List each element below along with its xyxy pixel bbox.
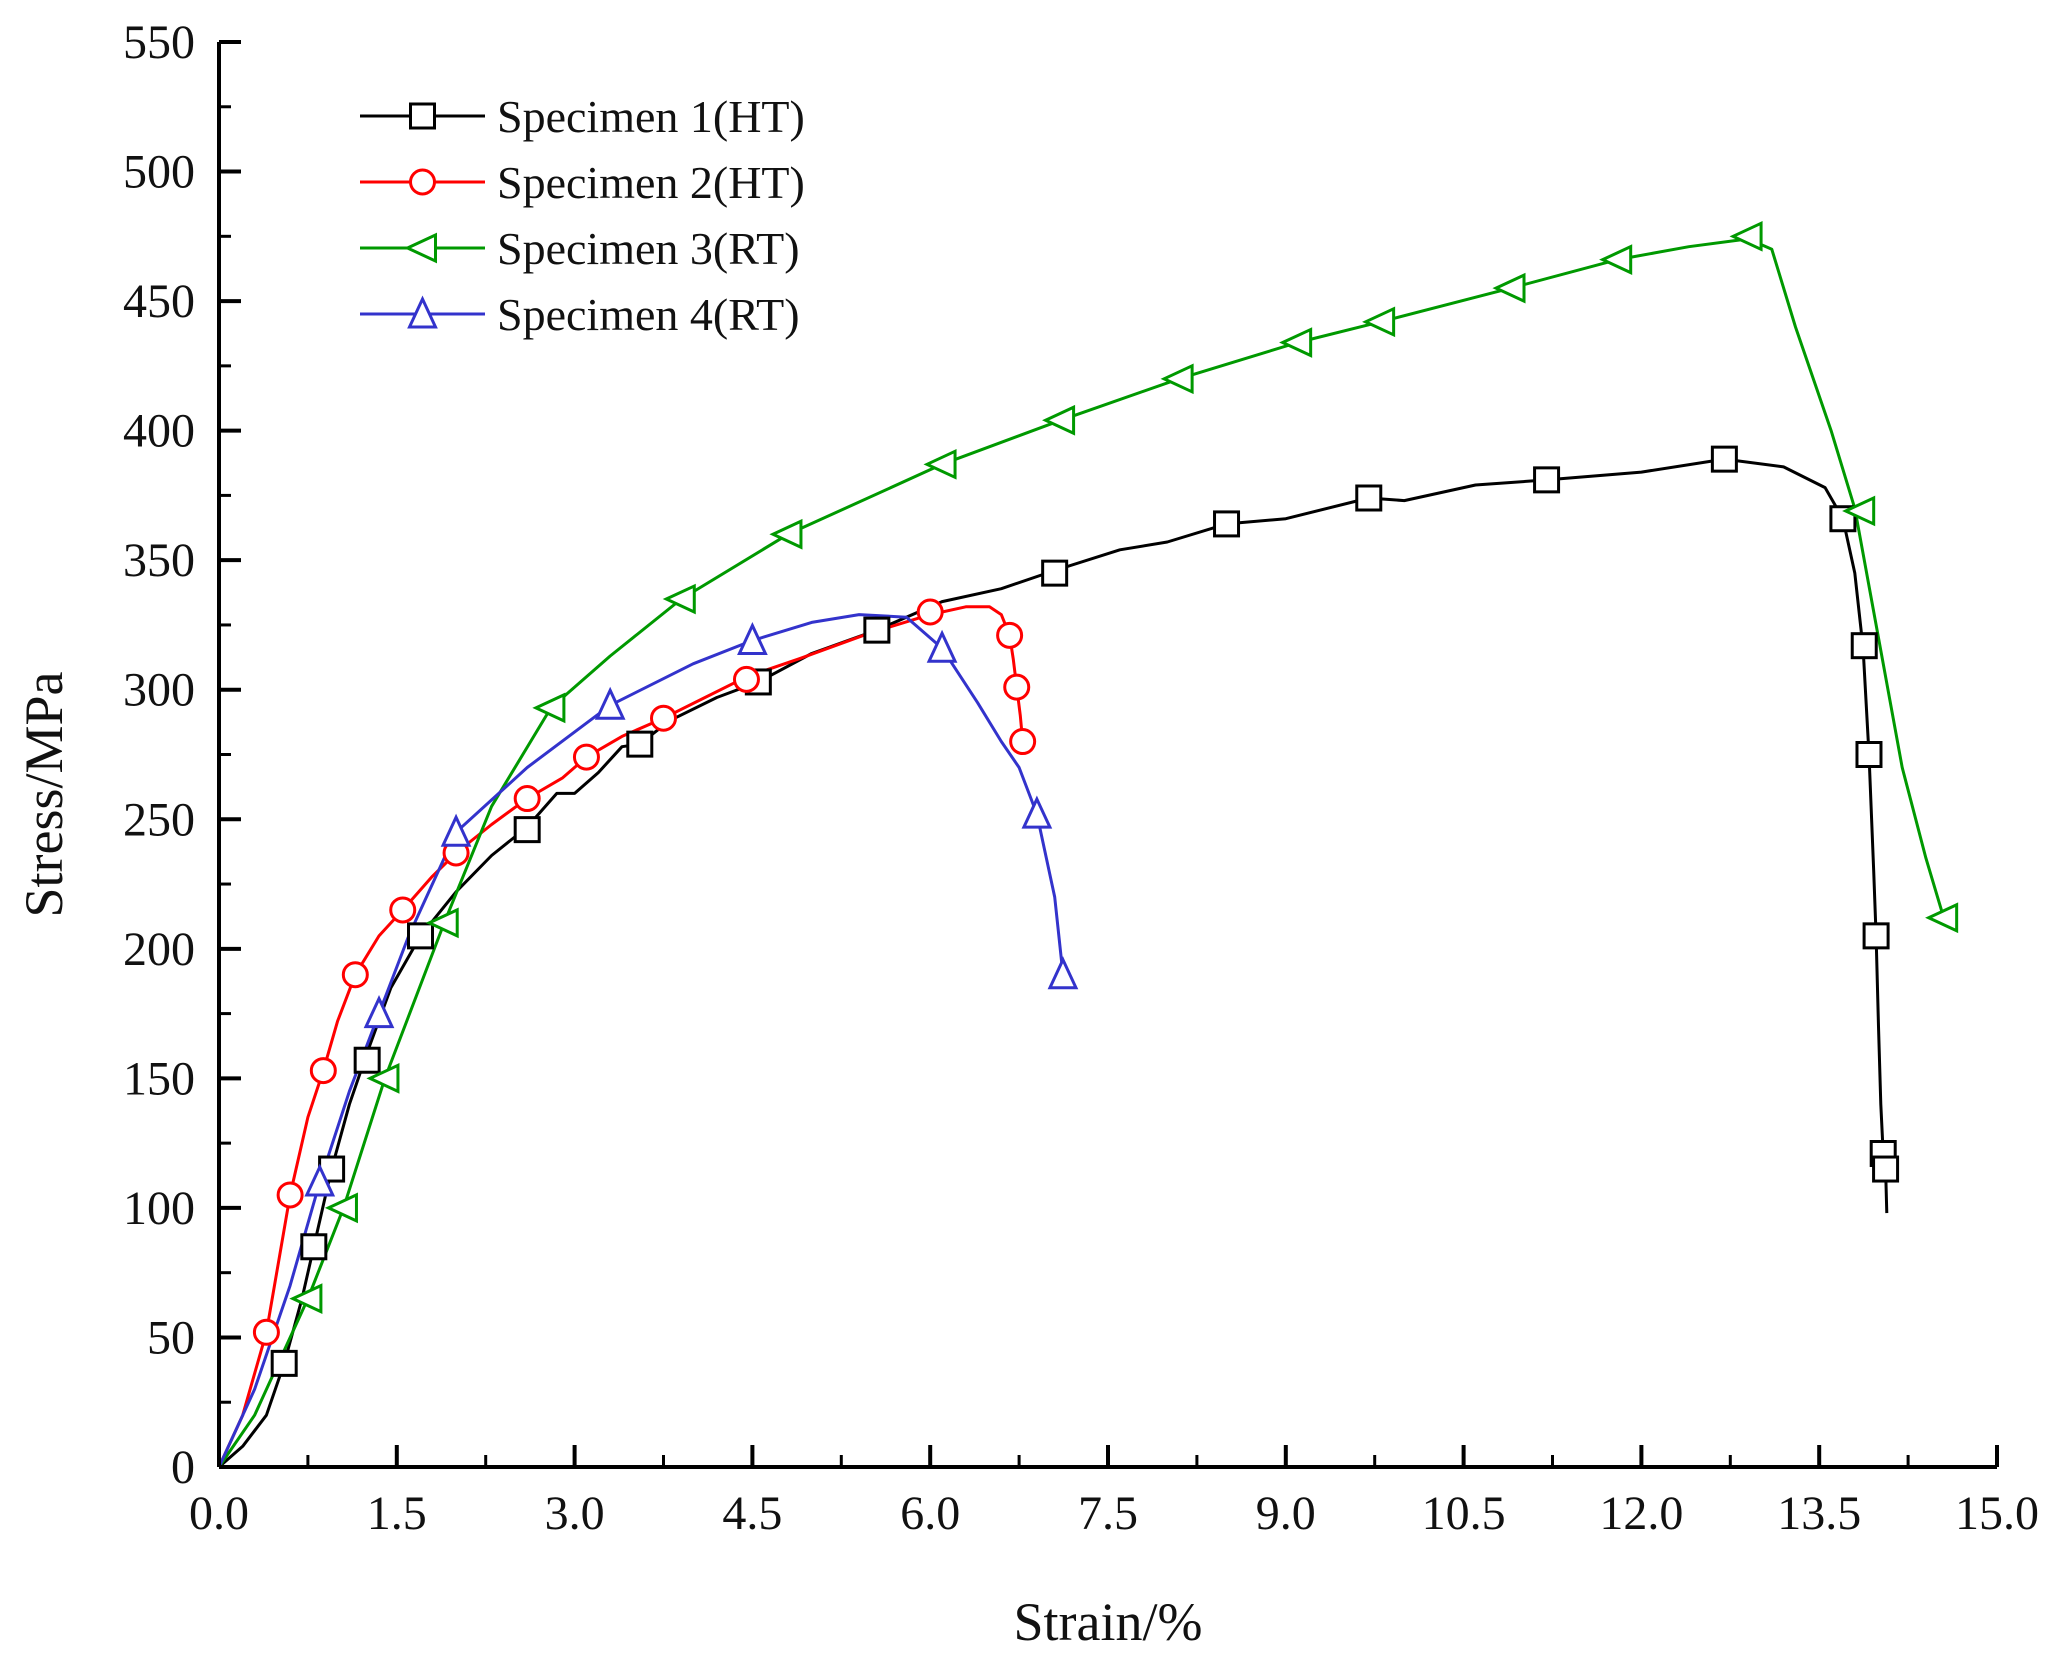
legend-item-3-marker (403, 232, 437, 264)
series-2-point (341, 961, 369, 989)
series-3-point (1160, 363, 1194, 395)
series-3-point (425, 907, 459, 939)
series-3-point (1842, 495, 1876, 527)
series-2-point (276, 1181, 304, 1209)
axis-labels: Strain/% Stress/MPa (14, 671, 1202, 1652)
y-tick-label: 400 (123, 405, 195, 458)
legend-item-2-marker (409, 168, 436, 196)
y-axis-label: Stress/MPa (14, 671, 74, 917)
legend-item-1-label: Specimen 1(HT) (497, 91, 805, 142)
axes: 0.0 1.5 3.0 4.5 6.0 7.5 9.0 10.5 12.0 13.5 15.0 0 50… (123, 16, 2039, 1540)
series-3-line (217, 237, 1946, 1468)
legend-item-4-label: Specimen 4(RT) (497, 289, 800, 340)
series-3-point (1279, 327, 1313, 358)
x-tick-label: 9.0 (1256, 1487, 1316, 1540)
series-3-point (662, 583, 696, 615)
y-tick-label: 0 (171, 1441, 195, 1494)
series-4-point (304, 1163, 336, 1197)
plot-markers (252, 220, 1959, 1377)
series-3-point (1492, 272, 1526, 304)
y-tick-label: 350 (123, 534, 195, 587)
series-1-point (407, 922, 435, 950)
series-1-point (353, 1046, 381, 1074)
series-2-line (217, 605, 1025, 1468)
x-tick-label: 15.0 (1955, 1487, 2039, 1540)
series-2-point (1003, 673, 1031, 701)
y-tick-label: 50 (147, 1311, 195, 1364)
series-4-point (594, 686, 626, 720)
series-2-point (309, 1057, 337, 1085)
series-4-point (1047, 956, 1079, 990)
y-tick-label: 200 (123, 923, 195, 976)
series-1-point (1041, 559, 1069, 587)
series-1-point (270, 1349, 298, 1377)
series-2-point (252, 1318, 280, 1346)
legend-item-2-label: Specimen 2(HT) (497, 157, 805, 208)
series-3-point (1729, 220, 1763, 252)
y-tick-label: 550 (123, 16, 195, 69)
x-tick-label: 12.0 (1599, 1487, 1683, 1540)
series-4-point (363, 995, 395, 1029)
series-3-point (923, 448, 957, 480)
series-2-point (1009, 728, 1037, 756)
series-3-point (1925, 902, 1959, 934)
x-tick-label: 6.0 (900, 1487, 960, 1540)
series-1-point (300, 1233, 328, 1261)
series-1-point (1862, 922, 1890, 950)
legend-item-1-marker (409, 102, 436, 130)
x-tick-label: 10.5 (1422, 1487, 1506, 1540)
y-tick-label: 500 (123, 146, 195, 199)
series-1-point (1533, 466, 1561, 494)
y-tick-label: 250 (123, 793, 195, 846)
series-2-point (916, 598, 944, 626)
series-2-point (513, 785, 541, 813)
series-4-line (217, 613, 1065, 1468)
x-tick-label: 7.5 (1078, 1487, 1138, 1540)
series-2-point (996, 621, 1024, 649)
legend: Specimen 1(HT) Specimen 2(HT) Specimen 3(R… (360, 91, 805, 340)
series-1-point (1213, 510, 1241, 538)
series-1-point (1872, 1155, 1900, 1183)
series-3-point (1599, 244, 1633, 275)
y-tick-label: 300 (123, 664, 195, 717)
series-4-point (1021, 795, 1053, 829)
series-3-point (1362, 306, 1396, 338)
series-4-point (737, 621, 768, 655)
x-tick-label: 4.5 (722, 1487, 782, 1540)
series-1-point (1855, 741, 1883, 768)
series-3-point (532, 692, 566, 724)
x-tick-label: 3.0 (545, 1487, 605, 1540)
series-1-point (863, 616, 891, 644)
series-1-point (513, 816, 541, 844)
series-2-point (650, 704, 677, 732)
series-2-point (732, 665, 760, 693)
series-1-point (1710, 445, 1738, 473)
x-tick-label: 1.5 (367, 1487, 427, 1540)
series-2-point (389, 896, 417, 924)
legend-item-4-marker (407, 295, 438, 329)
series-1-point (626, 730, 654, 758)
plot-lines (217, 237, 1946, 1469)
x-tick-label: 13.5 (1777, 1487, 1861, 1540)
series-3-point (769, 518, 803, 550)
legend-item-3-label: Specimen 3(RT) (497, 223, 800, 274)
series-3-point (289, 1283, 323, 1314)
series-4-point (926, 629, 958, 663)
series-3-point (1042, 404, 1076, 436)
x-axis-label: Strain/% (1014, 1592, 1203, 1652)
series-3-point (324, 1192, 358, 1224)
series-1-point (1850, 632, 1878, 660)
y-tick-label: 450 (123, 275, 195, 328)
y-tick-label: 100 (123, 1182, 195, 1235)
series-2-point (572, 743, 600, 771)
series-1-line (218, 457, 1889, 1469)
x-tick-label: 0.0 (189, 1487, 249, 1540)
series-4-point (440, 813, 472, 847)
series-1-point (1355, 484, 1383, 512)
series-3-point (366, 1063, 400, 1094)
y-tick-label: 150 (123, 1052, 195, 1105)
